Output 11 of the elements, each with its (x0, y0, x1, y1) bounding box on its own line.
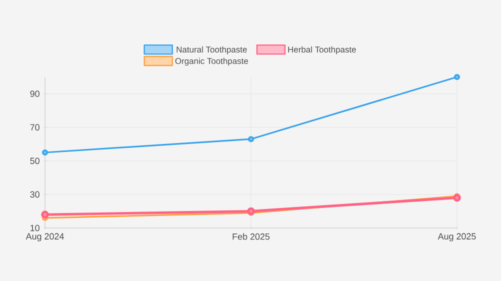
legend-label: Organic Toothpaste (175, 58, 248, 66)
y-tick-label: 50 (30, 158, 40, 164)
x-tick-label: Aug 2025 (438, 233, 476, 242)
y-tick-label: 30 (30, 191, 40, 198)
y-tick-label: 90 (30, 90, 40, 97)
y-tick-label: 70 (30, 124, 40, 131)
x-tick-label: Aug 2024 (26, 233, 64, 242)
y-tick-label: 10 (30, 224, 40, 232)
legend-label: Herbal Toothpaste (288, 46, 356, 54)
legend-label: Natural Toothpaste (176, 46, 247, 54)
x-tick-label: Feb 2025 (232, 233, 270, 240)
